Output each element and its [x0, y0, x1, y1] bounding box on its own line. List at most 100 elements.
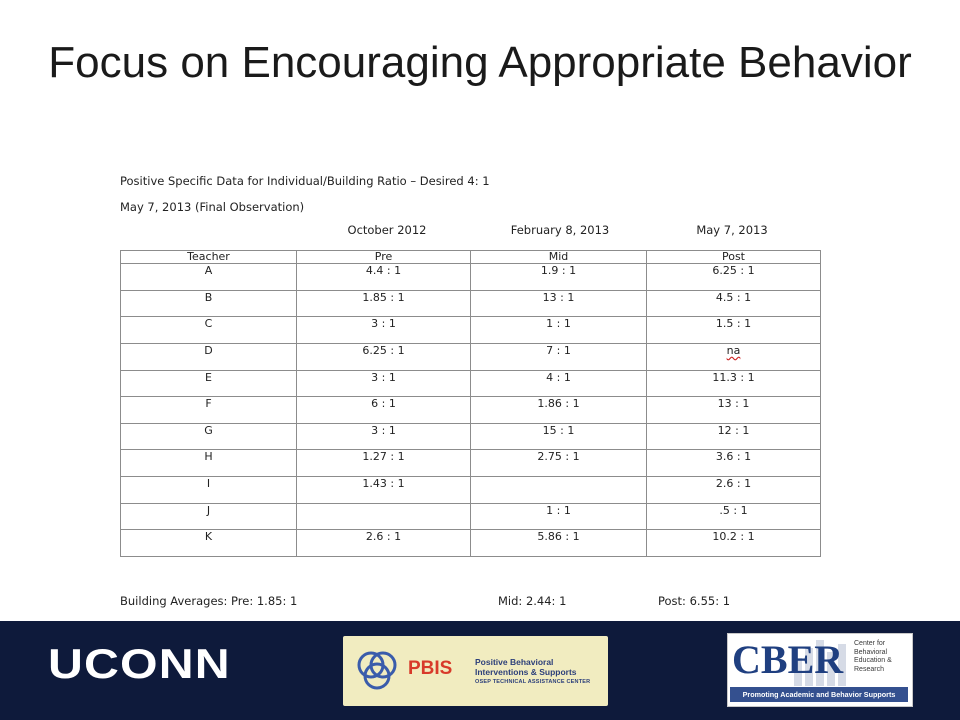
table-row: E 3 : 1 4 : 1 11.3 : 1 [120, 369, 821, 398]
cell-post: na [646, 342, 821, 371]
cell-pre: 1.85 : 1 [296, 289, 471, 318]
cell-mid: 2.75 : 1 [470, 449, 647, 477]
cell-pre: 2.6 : 1 [296, 529, 471, 557]
cell-text: 6.25 : 1 [362, 343, 405, 357]
cber-text-4: Research [854, 665, 884, 673]
cell-teacher: F [120, 396, 297, 424]
cell-text: 6 : 1 [371, 397, 396, 411]
cell-text: J [206, 503, 211, 517]
cell-text: 12 : 1 [717, 423, 750, 437]
cell-mid [470, 476, 647, 504]
cell-pre: 3 : 1 [296, 422, 471, 451]
cell-text: 3 : 1 [371, 370, 396, 384]
cell-mid: 4 : 1 [470, 369, 647, 398]
cell-pre: 6.25 : 1 [296, 342, 471, 371]
cell-teacher: G [120, 422, 297, 451]
cell-text: D [204, 343, 213, 357]
cell-text: 1.43 : 1 [362, 477, 405, 490]
pbis-subtitle: OSEP TECHNICAL ASSISTANCE CENTER [475, 679, 591, 685]
cell-post: 4.5 : 1 [646, 289, 821, 318]
cell-teacher: E [120, 369, 297, 398]
cber-text-2: Behavioral [854, 648, 888, 656]
cell-post: 2.6 : 1 [646, 476, 821, 504]
cell-text: B [204, 290, 213, 304]
table-row: C 3 : 1 1 : 1 1.5 : 1 [120, 316, 821, 344]
cell-text: 1.5 : 1 [715, 317, 752, 331]
cell-post: 10.2 : 1 [646, 529, 821, 557]
cell-text: 11.3 : 1 [712, 370, 755, 384]
cell-teacher: D [120, 342, 297, 371]
period-pre: October 2012 [347, 223, 427, 237]
cell-pre: 6 : 1 [296, 396, 471, 424]
cell-post: 12 : 1 [646, 422, 821, 451]
uconn-logo: UCONN [48, 640, 231, 687]
cell-text: A [204, 264, 213, 277]
cell-text: 1 : 1 [546, 503, 571, 517]
cell-mid: 7 : 1 [470, 342, 647, 371]
cell-text: F [205, 397, 212, 411]
cell-text: 2.75 : 1 [537, 450, 580, 464]
cell-text: 10.2 : 1 [712, 530, 755, 544]
table-row: F 6 : 1 1.86 : 1 13 : 1 [120, 396, 821, 424]
cell-post: 6.25 : 1 [646, 263, 821, 291]
table-row: K 2.6 : 1 5.86 : 1 10.2 : 1 [120, 529, 821, 557]
table-header-row: Teacher Pre Mid Post [120, 250, 821, 264]
column-header-mid: Mid [470, 250, 647, 264]
cell-text: 7 : 1 [546, 343, 571, 357]
pbis-logo: PBIS Positive Behavioral Interventions &… [343, 636, 608, 706]
cell-teacher: B [120, 289, 297, 318]
cell-teacher: H [120, 449, 297, 477]
cell-teacher: C [120, 316, 297, 344]
cell-mid: 1.86 : 1 [470, 396, 647, 424]
cell-text: C [204, 317, 213, 331]
cell-mid: 5.86 : 1 [470, 529, 647, 557]
cell-teacher: A [120, 263, 297, 291]
cell-text: 4.4 : 1 [365, 264, 402, 277]
cell-text: 4.5 : 1 [715, 290, 752, 304]
cell-text: 3.6 : 1 [715, 450, 752, 464]
cber-strip: Promoting Academic and Behavior Supports [730, 687, 908, 702]
cber-name: CBER [732, 637, 844, 682]
cell-text: 1.86 : 1 [537, 397, 580, 411]
cell-text: 3 : 1 [371, 423, 396, 437]
cell-text: H [204, 450, 213, 464]
pbis-tagline-line-1: Positive Behavioral [475, 657, 554, 667]
cell-post: 1.5 : 1 [646, 316, 821, 344]
cell-text: G [204, 423, 213, 437]
cell-post: 11.3 : 1 [646, 369, 821, 398]
cell-text: 4 : 1 [546, 370, 571, 384]
cber-bars-icon [794, 640, 846, 686]
document-heading: Positive Specific Data for Individual/Bu… [120, 174, 490, 188]
column-header-teacher: Teacher [120, 250, 297, 264]
table-row: B 1.85 : 1 13 : 1 4.5 : 1 [120, 289, 821, 318]
cber-description: Center for Behavioral Education & Resear… [854, 640, 892, 674]
data-document: Positive Specific Data for Individual/Bu… [120, 174, 821, 608]
column-header-post: Post [646, 250, 821, 264]
table-body: A 4.4 : 1 1.9 : 1 6.25 : 1 B 1.85 : 1 13 : 1 4.… [120, 263, 821, 557]
cell-post: .5 : 1 [646, 502, 821, 531]
building-average-post: Post: 6.55: 1 [658, 594, 731, 608]
slide-title: Focus on Encouraging Appropriate Behavio… [48, 38, 912, 87]
cell-pre: 3 : 1 [296, 316, 471, 344]
cell-pre: 3 : 1 [296, 369, 471, 398]
cell-mid: 1 : 1 [470, 502, 647, 531]
cell-pre: 1.43 : 1 [296, 476, 471, 504]
cell-text: .5 : 1 [719, 503, 748, 517]
pbis-tagline: Positive Behavioral Interventions & Supp… [475, 657, 577, 677]
cell-pre [296, 502, 471, 531]
cell-text: 1.27 : 1 [362, 450, 405, 464]
cell-text: 15 : 1 [542, 423, 575, 437]
table-row: H 1.27 : 1 2.75 : 1 3.6 : 1 [120, 449, 821, 477]
table-row: I 1.43 : 1 2.6 : 1 [120, 476, 821, 504]
cell-text: 6.25 : 1 [712, 264, 755, 277]
period-post: May 7, 2013 [696, 223, 768, 237]
cell-teacher: K [120, 529, 297, 557]
pbis-rings-icon [357, 651, 397, 690]
cell-text: 13 : 1 [717, 397, 750, 411]
column-header-pre: Pre [296, 250, 471, 264]
cell-mid: 13 : 1 [470, 289, 647, 318]
period-mid: February 8, 2013 [510, 223, 610, 237]
cell-text: na [726, 343, 741, 357]
cell-pre: 4.4 : 1 [296, 263, 471, 291]
table-row: A 4.4 : 1 1.9 : 1 6.25 : 1 [120, 263, 821, 291]
